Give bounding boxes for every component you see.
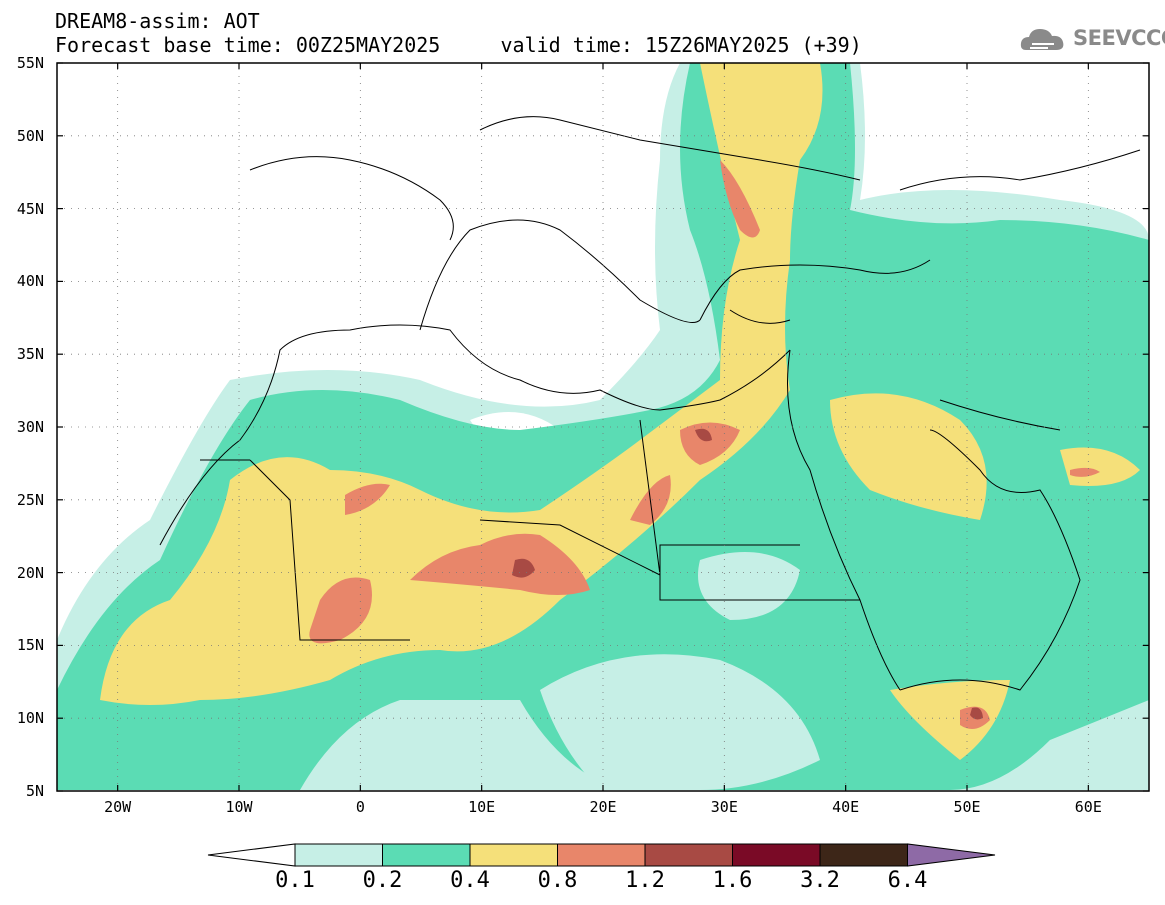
latitude-label: 35N xyxy=(16,345,44,364)
latitude-label: 45N xyxy=(16,199,44,218)
latitude-label: 25N xyxy=(16,490,44,509)
longitude-label: 40E xyxy=(832,798,860,816)
colorbar-label: 0.4 xyxy=(450,868,490,893)
longitude-label: 20W xyxy=(104,798,132,816)
longitude-label: 20E xyxy=(589,798,617,816)
colorbar-label: 0.8 xyxy=(537,868,578,893)
map-title: DREAM8-assim: AOT xyxy=(55,9,260,33)
aot-map xyxy=(56,62,1150,792)
latitude-label: 55N xyxy=(16,54,44,72)
longitude-label: 10E xyxy=(468,798,496,816)
longitude-label: 50E xyxy=(953,798,981,816)
latitude-label: 50N xyxy=(16,126,44,145)
latitude-label: 40N xyxy=(16,272,44,291)
longitude-label: 0 xyxy=(355,798,365,816)
cloud-logo-icon xyxy=(1020,29,1064,50)
latitude-label: 15N xyxy=(16,636,44,655)
longitude-label: 30E xyxy=(710,798,738,816)
colorbar-label: 6.4 xyxy=(887,868,928,893)
latitude-label: 30N xyxy=(16,418,44,436)
longitude-label: 10W xyxy=(225,798,253,816)
colorbar-label: 1.2 xyxy=(625,868,665,893)
latitude-label: 20N xyxy=(16,563,44,582)
colorbar-label: 0.2 xyxy=(362,868,403,893)
logo-text: SEEVCCC xyxy=(1073,26,1165,50)
forecast-times: Forecast base time: 00Z25MAY2025 valid t… xyxy=(55,33,862,57)
latitude-label: 5N xyxy=(25,782,44,800)
latitude-label: 10N xyxy=(16,709,44,728)
longitude-label: 60E xyxy=(1074,798,1102,816)
colorbar-label: 0.1 xyxy=(275,868,315,893)
colorbar-label: 3.2 xyxy=(800,868,840,893)
colorbar-label: 1.6 xyxy=(712,868,753,893)
